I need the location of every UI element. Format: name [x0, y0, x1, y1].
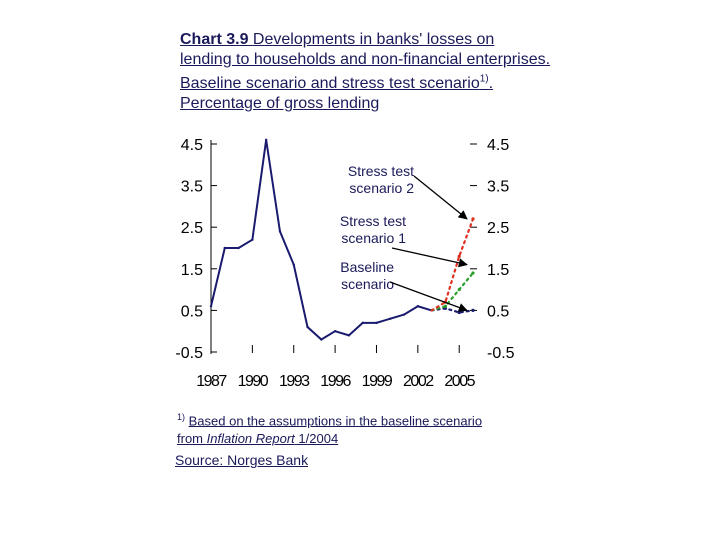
y-tick-label-left: 0.5	[181, 303, 203, 320]
chart-series	[209, 138, 475, 341]
annotation-label-stress2: Stress test	[348, 163, 414, 179]
data-point-history	[361, 321, 364, 325]
chart-title: Chart 3.9 Developments in banks' losses …	[180, 30, 620, 114]
data-point-history	[333, 330, 337, 333]
source-note: Source: Norges Bank	[175, 452, 309, 468]
data-point-stress1	[457, 288, 461, 292]
annotation-arrow-baseline	[389, 281, 468, 312]
footnote-publication: Inflation Report	[206, 431, 295, 447]
data-point-history	[416, 305, 420, 308]
annotation-label-stress2: scenario 2	[349, 180, 414, 196]
title-line1: Developments in banks' losses on	[252, 31, 495, 48]
footnote-marker: 1)	[177, 412, 186, 422]
data-point-baseline	[457, 310, 461, 315]
data-point-history	[278, 230, 282, 233]
data-point-stress1	[443, 304, 448, 308]
title-line4: Percentage of gross lending	[180, 95, 380, 113]
y-tick-label-right: 2.5	[487, 220, 509, 237]
annotation-label-stress1: Stress test	[340, 213, 406, 229]
footnote: 1) Based on the assumptions in the basel…	[177, 408, 482, 448]
annotation-box-baseline	[325, 258, 396, 296]
footnote-line1: Based on the assumptions in the baseline…	[188, 413, 483, 429]
footnote-line2-prefix: from	[177, 431, 207, 447]
title-line3: Baseline scenario and stress test scenar…	[180, 75, 480, 93]
y-tick-label-right: 0.5	[487, 303, 509, 320]
data-point-stress1	[471, 271, 475, 275]
data-point-history	[223, 246, 226, 250]
data-point-history	[237, 246, 240, 250]
data-point-history	[292, 263, 295, 266]
title-line3-end: .	[488, 75, 494, 93]
footnote-line2-suffix: 1/2004	[294, 431, 339, 447]
x-tick-label: 1996	[320, 373, 351, 390]
y-tick-label-right: 1.5	[487, 262, 509, 279]
annotation-label-baseline: scenario	[341, 276, 394, 292]
y-tick-label-left: 4.5	[181, 137, 203, 154]
data-point-history	[251, 238, 254, 241]
title-footnote-marker: 1)	[479, 74, 489, 85]
x-tick-label: 2002	[403, 373, 434, 390]
y-tick-label-right: -0.5	[487, 345, 515, 362]
series-line-stress2	[430, 217, 475, 312]
x-tick-label: 1993	[279, 373, 310, 390]
data-point-history	[347, 334, 351, 337]
data-point-history	[306, 325, 309, 329]
data-point-history	[209, 305, 213, 308]
annotation-arrow-stress1	[391, 247, 468, 268]
y-tick-label-right: 3.5	[487, 179, 509, 196]
y-tick-label-left: -0.5	[175, 345, 203, 362]
chart-axes: 4.5 4.5 3.5 3.5 2.5 2.5 1.5 1.5 0.5 0.5 -0.5 -0.5 19…	[175, 137, 514, 390]
annotation-box-stress1	[325, 212, 408, 250]
annotation-arrow-stress2	[413, 175, 468, 220]
x-tick-label: 1990	[238, 373, 269, 390]
series-line-stress1	[430, 271, 475, 312]
title-line2: lending to households and non-financial …	[180, 51, 551, 68]
annotation-label-stress1: scenario 1	[341, 230, 406, 246]
data-point-history	[402, 313, 406, 316]
y-tick-label-left: 3.5	[181, 179, 203, 196]
data-point-history	[375, 321, 378, 325]
x-tick-label: 1987	[196, 373, 227, 390]
annotation-box-stress2	[330, 162, 416, 200]
y-tick-label-left: 1.5	[181, 262, 203, 279]
y-tick-label-left: 2.5	[181, 220, 203, 237]
x-tick-label: 2005	[444, 373, 475, 390]
x-tick-label: 1999	[362, 373, 393, 390]
data-point-history	[320, 338, 323, 341]
data-point-history	[264, 138, 268, 142]
chart-number: Chart 3.9	[180, 31, 249, 48]
data-point-history	[389, 317, 392, 320]
y-tick-label-right: 4.5	[487, 137, 509, 154]
annotation-label-baseline: Baseline	[340, 259, 394, 275]
data-point-baseline	[471, 308, 475, 312]
data-point-stress2	[457, 254, 461, 258]
data-point-stress2	[471, 217, 475, 221]
